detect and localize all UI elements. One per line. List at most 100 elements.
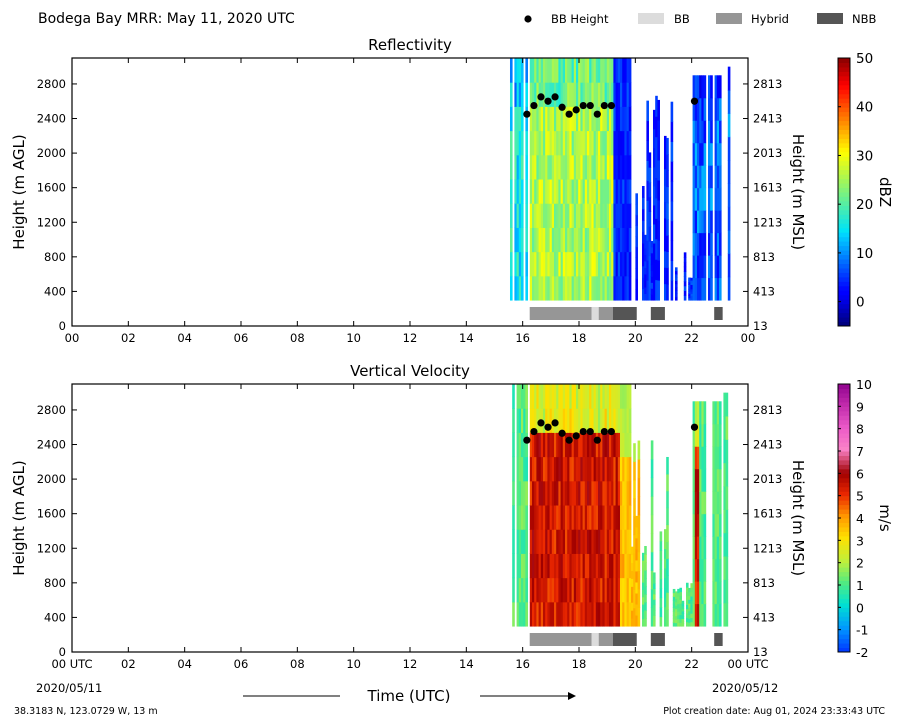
- x-tick-label: 00 UTC: [51, 657, 92, 671]
- y-tick-label: 2400: [37, 112, 66, 126]
- band-type-bar-nbb: [714, 633, 723, 646]
- y-tick-label-right: 2413: [753, 112, 782, 126]
- band-type-bar-nbb: [650, 633, 665, 646]
- colorbar-tick-label: 3: [856, 533, 864, 548]
- colorbar-tick-label: -2: [856, 645, 868, 660]
- legend-label-hybrid: Hybrid: [751, 12, 789, 26]
- colorbar-tick-label: 20: [856, 197, 873, 213]
- x-tick-label: 10: [346, 657, 361, 671]
- bb-height-point: [551, 419, 559, 427]
- bb-height-point: [537, 419, 545, 427]
- y-axis-label: Height (m AGL): [10, 134, 28, 249]
- bb-height-point: [579, 427, 587, 436]
- bb-height-point: [593, 436, 601, 444]
- location-label: 38.3183 N, 123.0729 W, 13 m: [14, 706, 158, 717]
- colorbar-tick-label: 40: [856, 100, 873, 116]
- legend-label-nbb: NBB: [852, 12, 876, 26]
- colorbar-label: m/s: [876, 504, 894, 532]
- bb-height-point: [558, 103, 566, 111]
- colorbar-frame: [837, 57, 851, 327]
- band-type-bar-hybrid: [598, 307, 613, 320]
- y-tick-label-right: 2413: [753, 438, 782, 452]
- legend-label-bb-height: BB Height: [551, 12, 609, 26]
- bb-height-point: [544, 97, 552, 105]
- end-date-label: 2020/05/12: [712, 681, 778, 695]
- xlabel-arrowhead: [568, 692, 576, 700]
- x-tick-label: 08: [290, 331, 305, 345]
- y-tick-label: 2000: [37, 472, 66, 486]
- panel-title: Vertical Velocity: [350, 362, 470, 380]
- colorbar-tick-label: 0: [856, 600, 864, 615]
- y-tick-label-right: 13: [753, 645, 768, 659]
- x-tick-label: 18: [572, 657, 587, 671]
- figure-title: Bodega Bay MRR: May 11, 2020 UTC: [38, 11, 295, 27]
- x-tick-label: 16: [515, 331, 530, 345]
- colorbar-tick-label: -1: [856, 623, 868, 638]
- colorbar: -2 -1 0 1 2 3 4 5 6 7 8 9 10: [837, 377, 872, 660]
- x-tick-label: 08: [290, 657, 305, 671]
- x-tick-label: 06: [234, 657, 249, 671]
- y-tick-label-right: 813: [753, 576, 775, 590]
- y-tick-label: 1600: [37, 507, 66, 521]
- y-tick-label: 800: [44, 576, 66, 590]
- band-type-bar-hybrid: [529, 633, 592, 646]
- bb-height-point: [565, 110, 573, 118]
- y-tick-label-right: 2013: [753, 472, 782, 486]
- creation-date-label: Plot creation date: Aug 01, 2024 23:33:4…: [663, 706, 885, 717]
- x-tick-label: 06: [234, 331, 249, 345]
- x-tick-label: 00: [741, 331, 756, 345]
- y-tick-label-right: 2813: [753, 403, 782, 417]
- bb-height-point: [600, 101, 608, 110]
- bb-height-point: [523, 110, 531, 118]
- x-tick-label: 12: [403, 657, 418, 671]
- colorbar-tick-label: 8: [856, 422, 864, 437]
- bb-height-point: [530, 101, 538, 110]
- band-type-bar-hybrid: [529, 307, 592, 320]
- bb-height-point: [572, 106, 580, 114]
- legend-label-bb: BB: [674, 12, 690, 26]
- colorbar-tick-label: 10: [856, 246, 873, 262]
- band-type-bar-hybrid: [598, 633, 613, 646]
- x-tick-label: 10: [346, 331, 361, 345]
- colorbar-tick-label: 7: [856, 444, 864, 459]
- x-tick-label: 22: [684, 331, 699, 345]
- y-tick-label: 2800: [37, 77, 66, 91]
- y-axis-label: Height (m AGL): [10, 460, 28, 575]
- x-tick-label: 04: [177, 331, 192, 345]
- x-tick-label: 00 UTC: [727, 657, 768, 671]
- bb-height-point: [572, 432, 580, 440]
- legend-swatch-bb: [638, 13, 664, 24]
- band-type-bar-nbb: [650, 307, 665, 320]
- bb-height-point: [607, 101, 615, 110]
- y-tick-label: 1600: [37, 181, 66, 195]
- plot-area: [72, 58, 748, 326]
- y-tick-label-right: 1213: [753, 215, 782, 229]
- legend-swatch-hybrid: [716, 13, 742, 24]
- y-axis-label-right: Height (m MSL): [789, 460, 807, 576]
- bb-height-point: [551, 93, 559, 101]
- colorbar: 0 10 20 30 40 50: [837, 51, 873, 327]
- x-tick-label: 18: [572, 331, 587, 345]
- band-type-bar-nbb: [612, 307, 637, 320]
- y-tick-label-right: 813: [753, 250, 775, 264]
- bb-height-point: [586, 427, 594, 436]
- x-tick-label: 04: [177, 657, 192, 671]
- y-tick-label: 400: [44, 284, 66, 298]
- bb-height-point: [579, 101, 587, 110]
- x-tick-label: 00: [65, 331, 80, 345]
- y-tick-label-right: 1213: [753, 541, 782, 555]
- bb-height-point: [690, 423, 699, 431]
- x-tick-label: 02: [121, 331, 136, 345]
- y-tick-label: 800: [44, 250, 66, 264]
- y-tick-label-right: 413: [753, 284, 775, 298]
- y-tick-label: 2000: [37, 146, 66, 160]
- bb-height-point: [558, 429, 566, 437]
- y-tick-label-right: 1613: [753, 181, 782, 195]
- bb-height-point: [544, 423, 552, 431]
- data-field: [512, 384, 729, 627]
- y-tick-label-right: 1613: [753, 507, 782, 521]
- colorbar-tick-label: 10: [856, 377, 872, 392]
